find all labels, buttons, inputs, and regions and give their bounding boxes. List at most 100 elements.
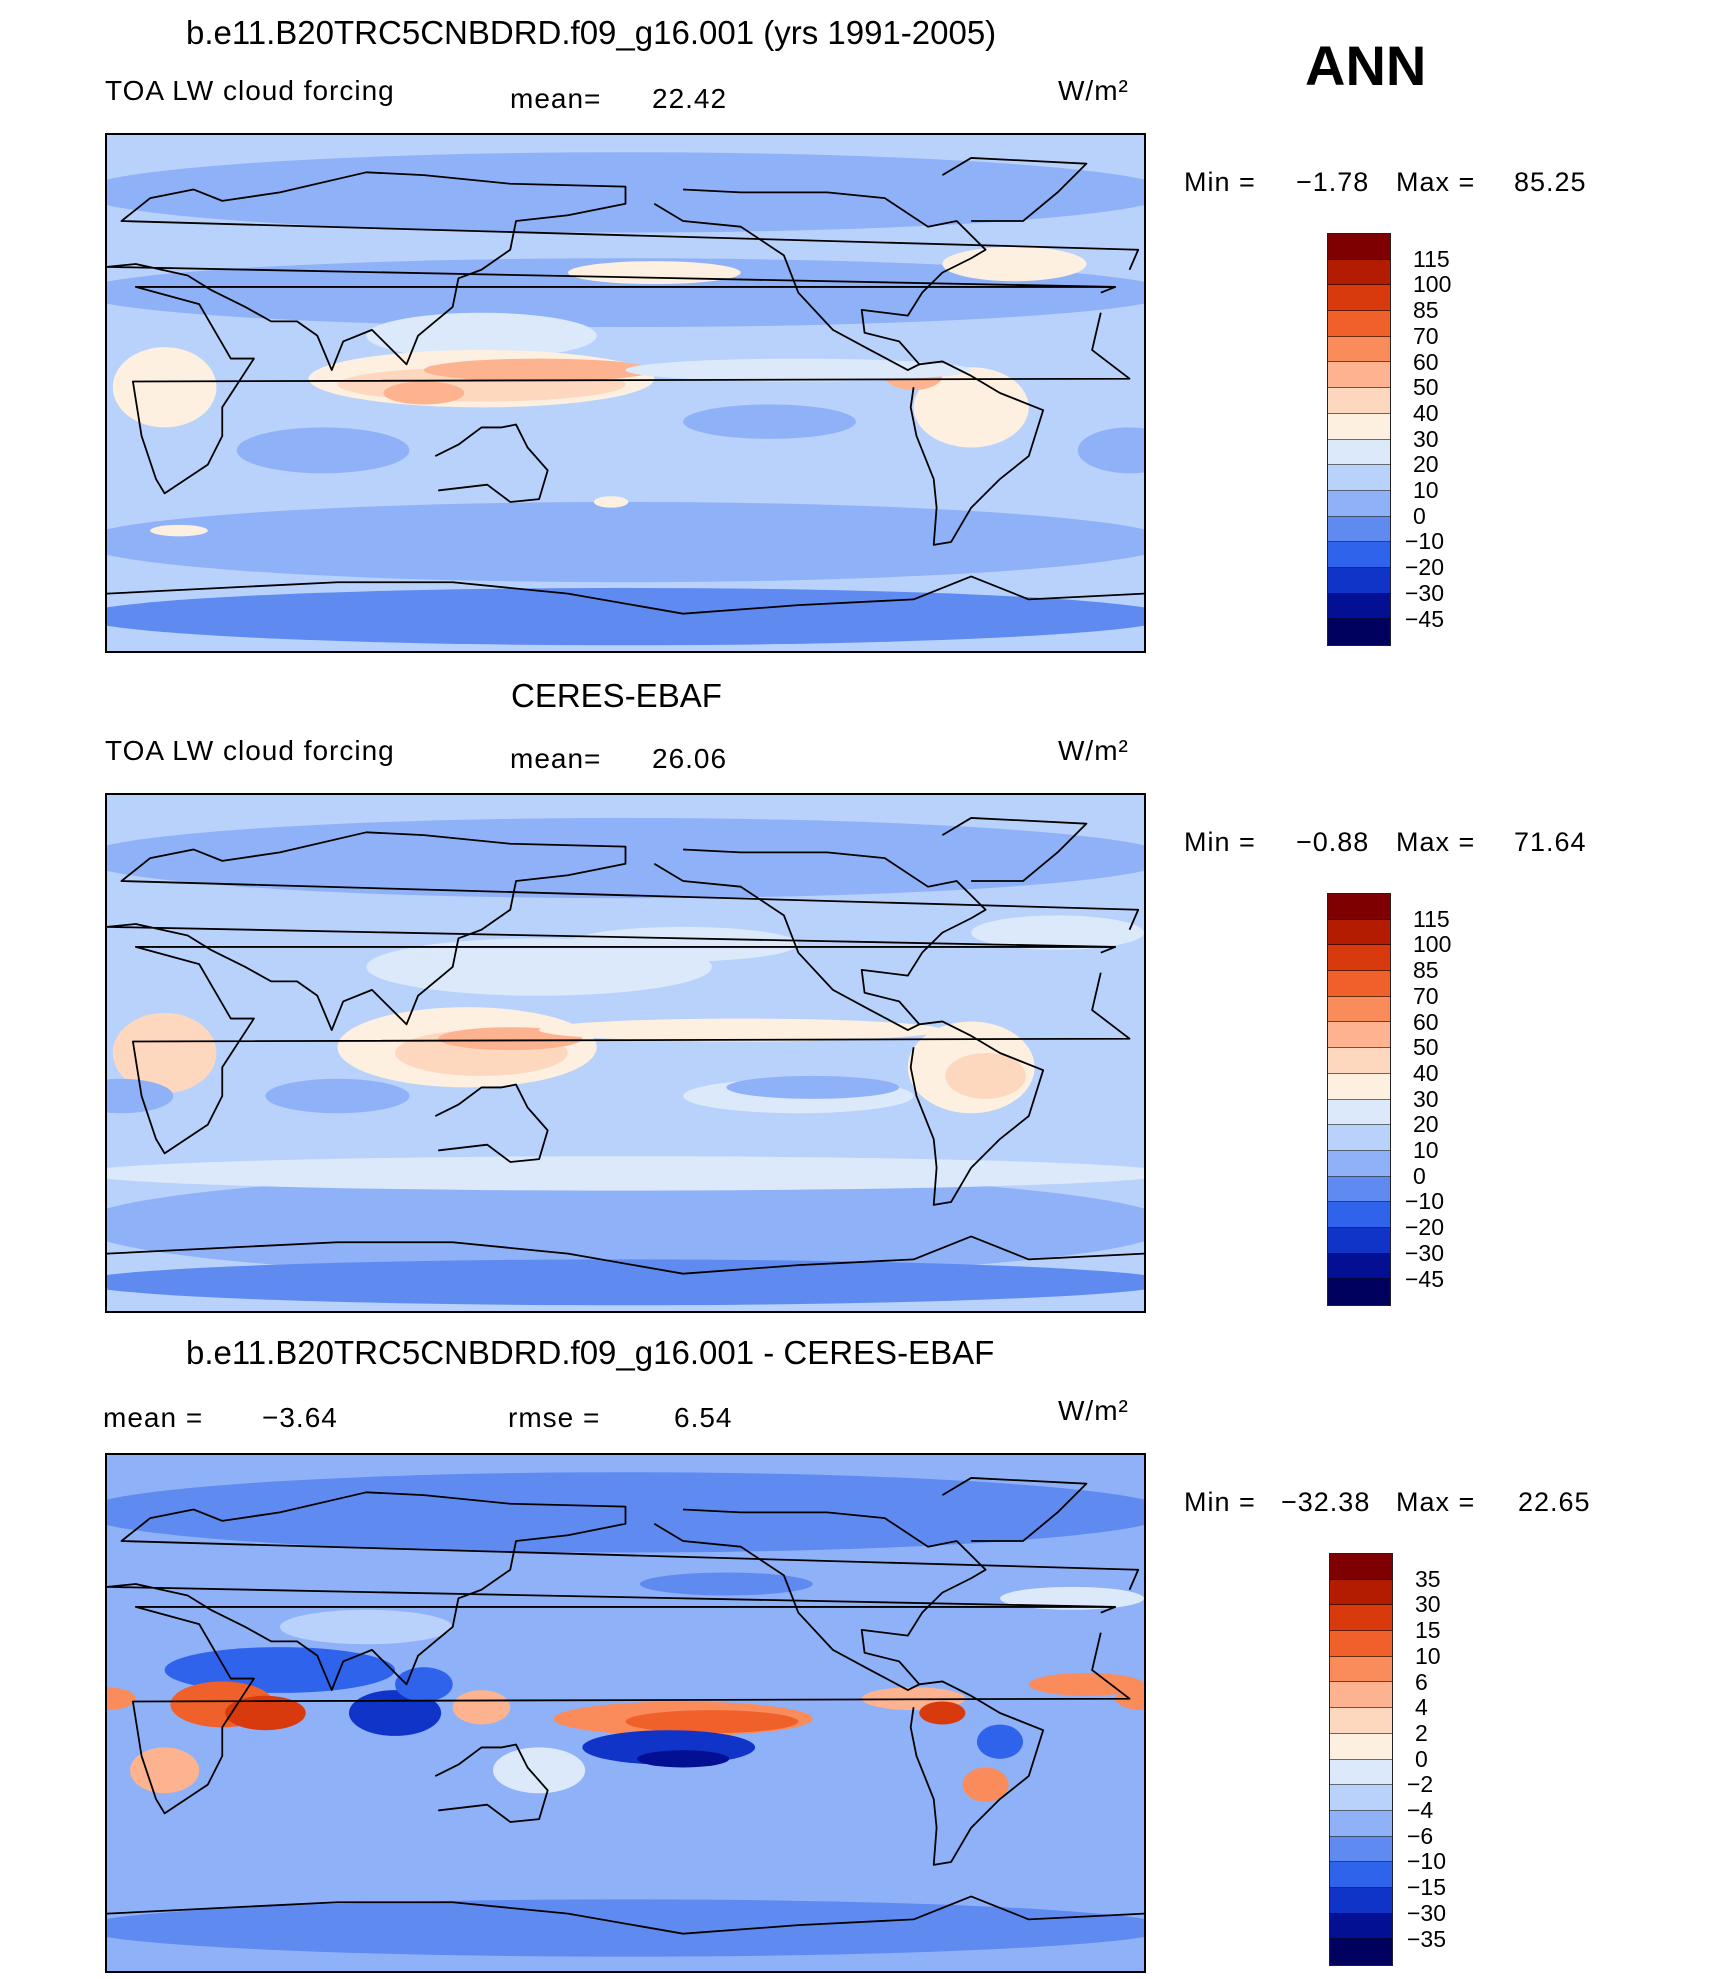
field-contour-region — [625, 1710, 799, 1734]
map-panel-obs — [105, 793, 1146, 1313]
coastline — [107, 1235, 1144, 1275]
colorbar-box — [1328, 465, 1390, 491]
colorbar-box — [1328, 919, 1390, 946]
colorbar-tick-label: −2 — [1407, 1771, 1434, 1798]
season-label: ANN — [1305, 34, 1427, 97]
panel-1-mean-label: mean= — [510, 83, 602, 114]
colorbar-tick-label: 0 — [1415, 1745, 1428, 1772]
panel-2-variable: TOA LW cloud forcing — [105, 735, 395, 766]
colorbar-box — [1328, 362, 1390, 389]
field-contour-region — [625, 358, 972, 382]
colorbar-box — [1328, 593, 1390, 620]
colorbar-tick-label: 115 — [1413, 245, 1450, 272]
colorbar-box — [1328, 1227, 1390, 1254]
colorbar-box — [1330, 1579, 1392, 1606]
colorbar-box — [1328, 1125, 1390, 1151]
panel-3-max-value: 22.65 — [1518, 1487, 1591, 1517]
colorbar-box — [1328, 234, 1390, 260]
panel-1-min-label: Min = — [1184, 167, 1256, 197]
colorbar-tick-label: −45 — [1405, 1265, 1445, 1292]
field-contour-region — [107, 258, 1144, 328]
field-contour-region — [107, 1259, 1144, 1306]
field-contour-region — [236, 427, 410, 474]
coastline-layer — [107, 1477, 1144, 1935]
field-contour-region — [1028, 1672, 1144, 1696]
field-contour-region — [567, 261, 741, 285]
panel-1-min-value: −1.78 — [1296, 167, 1370, 197]
colorbar-box — [1330, 1708, 1392, 1734]
field-contour-region — [942, 246, 1087, 282]
colorbar-tick-label: 35 — [1415, 1565, 1441, 1592]
field-contour-region — [492, 1747, 586, 1794]
colorbar-box — [1328, 1279, 1390, 1305]
colorbar-box — [1328, 971, 1390, 997]
colorbar-box — [1328, 439, 1390, 466]
colorbar-tick-label: −30 — [1405, 1239, 1445, 1266]
coastline — [107, 575, 1144, 615]
colorbar-box — [1328, 996, 1390, 1023]
panel-2-min-label: Min = — [1184, 827, 1256, 857]
field-contour-region — [637, 1750, 730, 1768]
colorbar-box — [1328, 1022, 1390, 1049]
coastline — [941, 1477, 1088, 1542]
field-contour-region — [265, 1078, 410, 1114]
colorbar-tick-label: 10 — [1415, 1642, 1441, 1669]
field-contour-region — [1077, 427, 1144, 474]
coastline — [909, 1020, 1045, 1206]
map-diff-svg — [107, 1455, 1144, 1971]
colorbar-box — [1328, 285, 1390, 312]
colorbar-box — [1330, 1656, 1392, 1683]
colorbar-tick-label: 50 — [1413, 1034, 1439, 1061]
colorbar-box — [1330, 1605, 1392, 1632]
colorbar-box — [1328, 1150, 1390, 1177]
field-contour-region — [366, 312, 597, 359]
colorbar-tick-label: 0 — [1413, 502, 1426, 529]
field-contour-region — [150, 524, 208, 537]
colorbar-box — [1330, 1554, 1392, 1580]
colorbar-box — [1328, 945, 1390, 972]
colorbar-diff — [1329, 1553, 1393, 1966]
colorbar-box — [1330, 1810, 1392, 1837]
colorbar-tick-label: 60 — [1413, 348, 1439, 375]
field-contour-region — [962, 1767, 1009, 1802]
panel-2-title: CERES-EBAF — [511, 677, 722, 714]
colorbar-box — [1330, 1733, 1392, 1760]
colorbar-tick-label: −20 — [1405, 1214, 1445, 1241]
colorbar-box — [1328, 336, 1390, 363]
coastline — [132, 946, 1131, 1155]
map-panel-diff — [105, 1453, 1146, 1973]
colorbar-box — [1328, 388, 1390, 414]
colorbar-tick-label: −10 — [1407, 1848, 1447, 1875]
colorbar-box — [1330, 1887, 1392, 1914]
panel-2-units: W/m² — [1058, 735, 1129, 766]
panel-3-mean-value: −3.64 — [262, 1402, 338, 1433]
colorbar-tick-label: 30 — [1413, 1085, 1439, 1112]
coastline — [653, 848, 987, 1031]
panel-2-max-label: Max = — [1396, 827, 1476, 857]
colorbar-tick-label: −4 — [1407, 1797, 1434, 1823]
colorbar-tick-label: −20 — [1405, 554, 1445, 581]
map-field-layer — [107, 152, 1144, 646]
colorbar-tick-label: 115 — [1413, 905, 1450, 932]
colorbar-box — [1328, 516, 1390, 543]
field-contour-region — [279, 1609, 453, 1645]
coastline — [909, 360, 1045, 546]
colorbar-box — [1328, 894, 1390, 920]
coastline — [653, 1508, 987, 1691]
colorbar-box — [1328, 1073, 1390, 1100]
panel-3-rmse-value: 6.54 — [674, 1402, 733, 1433]
colorbar-tick-label: 20 — [1413, 451, 1439, 478]
panel-3-max-label: Max = — [1396, 1487, 1476, 1517]
colorbar-box — [1328, 1048, 1390, 1074]
colorbar-box — [1330, 1682, 1392, 1709]
coastline — [941, 157, 1088, 222]
field-contour-region — [593, 496, 629, 508]
field-contour-region — [539, 1018, 943, 1042]
field-contour-region — [107, 587, 1144, 646]
panel-1-max-value: 85.25 — [1514, 167, 1587, 197]
coastline — [107, 831, 1140, 1031]
panel-2-mean-label: mean= — [510, 743, 602, 774]
colorbar-tick-label: 100 — [1413, 931, 1452, 958]
field-contour-region — [107, 1156, 1144, 1191]
field-contour-region — [683, 404, 856, 439]
